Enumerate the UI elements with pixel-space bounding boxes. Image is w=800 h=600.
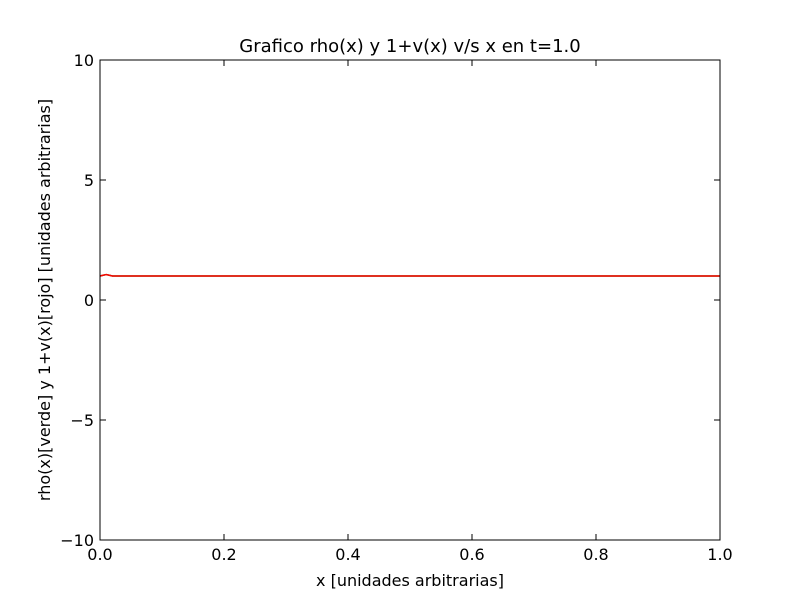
- x-tick-label: 1.0: [707, 545, 732, 564]
- series-line-one-plus-v: [99, 273, 720, 277]
- y-tick-label: 0: [84, 291, 94, 310]
- y-tick-label: 5: [84, 171, 94, 190]
- y-axis-label: rho(x)[verde] y 1+v(x)[rojo] [unidades a…: [35, 99, 54, 501]
- y-tick-label: 10: [74, 51, 94, 70]
- x-tick-label: 0.6: [459, 545, 484, 564]
- x-tick-label: 0.4: [335, 545, 360, 564]
- x-tick-label: 0.0: [87, 545, 112, 564]
- chart-title: Grafico rho(x) y 1+v(x) v/s x en t=1.0: [239, 36, 580, 57]
- y-tick-label: −10: [60, 531, 94, 550]
- x-tick-label: 0.8: [583, 545, 608, 564]
- y-tick-label: −5: [70, 411, 94, 430]
- x-axis-label: x [unidades arbitrarias]: [316, 571, 504, 590]
- series-layer: [99, 273, 720, 277]
- x-tick-label: 0.2: [211, 545, 236, 564]
- ticks-layer: 0.0 0.2 0.4 0.6 0.8 1.0 −10 −5 0 5 10: [60, 51, 732, 564]
